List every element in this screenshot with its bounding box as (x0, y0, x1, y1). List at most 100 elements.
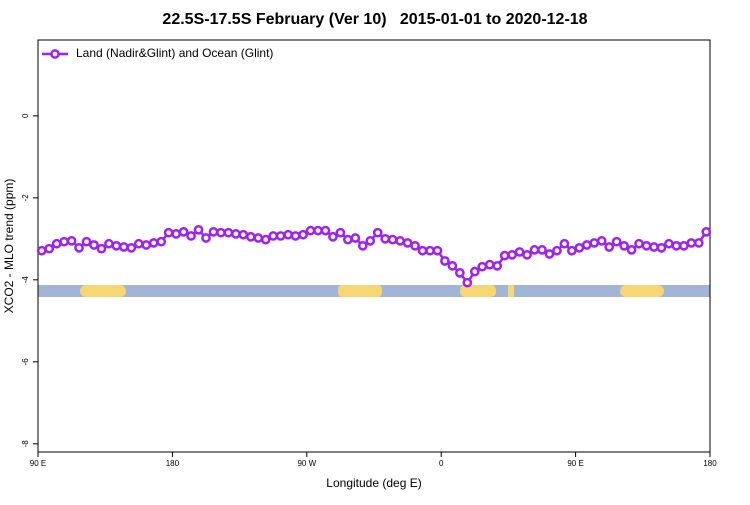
y-tick-label: 0 (21, 113, 30, 118)
point (611, 236, 622, 247)
point (365, 236, 376, 246)
point (253, 233, 264, 243)
point (238, 229, 249, 240)
point (275, 231, 286, 241)
point (529, 245, 540, 255)
legend-label: Land (Nadir&Glint) and Ocean (Glint) (76, 46, 273, 60)
point (231, 229, 241, 239)
point (693, 238, 704, 248)
x-tick-label: 90 E (567, 459, 583, 468)
point (163, 227, 174, 238)
point (148, 238, 159, 248)
point (186, 231, 196, 241)
point (36, 245, 47, 256)
point (649, 242, 659, 252)
point (559, 238, 570, 249)
land-band (460, 285, 496, 297)
point (335, 227, 346, 238)
land-band (80, 285, 126, 297)
point (223, 227, 234, 238)
point (455, 268, 465, 278)
y-tick-label: -6 (21, 358, 30, 366)
x-tick-label: 180 (703, 459, 717, 468)
point (193, 224, 204, 235)
point (440, 256, 450, 266)
point (178, 227, 189, 237)
point (596, 236, 607, 246)
x-tick-label: 90 W (297, 459, 316, 468)
point (305, 225, 316, 236)
x-axis-label: Longitude (deg E) (326, 476, 421, 490)
x-tick-label: 90 E (30, 459, 46, 468)
point (387, 234, 398, 245)
point (567, 245, 577, 256)
point (679, 240, 689, 251)
point (260, 234, 271, 245)
point (492, 261, 503, 271)
point (462, 277, 473, 288)
point (514, 247, 525, 257)
point (51, 238, 62, 249)
chart-title: 22.5S-17.5S February (Ver 10) 2015-01-01… (162, 11, 587, 28)
point (156, 236, 167, 247)
point (104, 238, 114, 249)
point (447, 261, 458, 271)
point (298, 229, 308, 240)
point (81, 236, 92, 247)
point (44, 243, 55, 254)
point (641, 240, 652, 251)
point (619, 240, 629, 251)
point (96, 243, 107, 254)
point (245, 231, 256, 242)
point (432, 245, 443, 256)
point (283, 229, 293, 240)
point (552, 245, 562, 256)
point (574, 242, 585, 253)
point (395, 236, 405, 246)
point (417, 245, 428, 256)
x-tick-label: 180 (166, 459, 180, 468)
point (59, 236, 69, 247)
point (89, 240, 99, 250)
point (133, 238, 144, 249)
point (126, 242, 137, 253)
point (343, 234, 353, 245)
point (350, 233, 361, 243)
point (380, 233, 391, 244)
y-axis-label: XCO2 - MLO trend (ppm) (2, 179, 16, 314)
point (171, 229, 181, 239)
point (499, 250, 510, 261)
point (216, 227, 226, 238)
land-band (620, 285, 664, 297)
point (664, 238, 674, 249)
point (119, 242, 129, 252)
point (701, 227, 712, 237)
point (686, 238, 697, 248)
land-band (338, 285, 382, 297)
point (537, 245, 547, 255)
y-tick-label: -2 (21, 194, 30, 202)
point (544, 249, 555, 259)
point (208, 227, 219, 237)
point (477, 261, 488, 272)
point (357, 240, 368, 251)
point (469, 266, 480, 277)
point (522, 249, 532, 260)
y-tick-label: -8 (21, 440, 30, 448)
point (290, 231, 301, 241)
point (656, 242, 667, 253)
point (313, 225, 323, 236)
point (425, 245, 435, 256)
y-tick-label: -4 (21, 276, 30, 284)
point (671, 240, 682, 251)
point (111, 240, 122, 251)
point (372, 227, 383, 238)
point (626, 245, 637, 255)
x-tick-label: 0 (439, 459, 444, 468)
legend-marker (50, 49, 60, 59)
point (268, 231, 279, 241)
plot-frame (37, 39, 711, 453)
point (402, 238, 413, 248)
